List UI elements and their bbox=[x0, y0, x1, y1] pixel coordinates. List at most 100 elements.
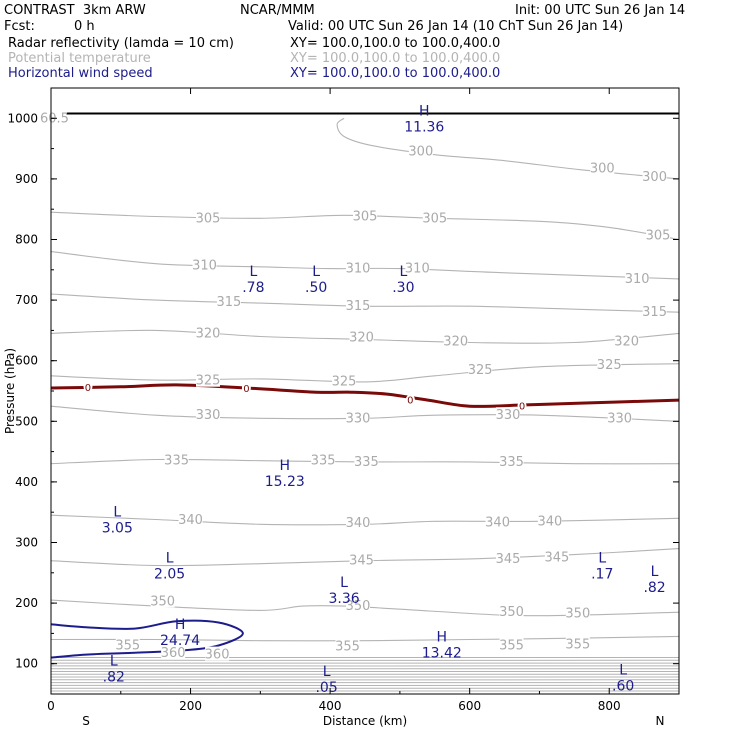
x-tick-label: 600 bbox=[458, 699, 481, 713]
theta-label-bg bbox=[196, 372, 220, 387]
theta-label-bg bbox=[625, 270, 650, 285]
theta-label: 345 bbox=[349, 554, 374, 569]
theta-label: 315 bbox=[217, 295, 242, 310]
theta-label-bg bbox=[346, 515, 371, 530]
extremum-type: L bbox=[399, 264, 407, 280]
theta-label-bg bbox=[353, 208, 377, 223]
y-axis-label: Pressure (hPa) bbox=[3, 348, 17, 434]
theta-label-bg bbox=[164, 452, 189, 467]
theta-labels: 360 360 355 355 355 355 350 350 350 350 345 345 345 3… bbox=[40, 110, 671, 663]
extremum-type: H bbox=[279, 458, 290, 474]
theta-label: 305 bbox=[196, 211, 221, 226]
extremum-type: L bbox=[619, 663, 627, 679]
theta-label: 340 bbox=[485, 516, 510, 531]
north-label: N bbox=[656, 714, 665, 728]
theta-label-bg bbox=[349, 329, 374, 344]
center-title: NCAR/MMM bbox=[240, 3, 315, 18]
zero-label-bg bbox=[241, 382, 251, 393]
theta-label-bg bbox=[597, 356, 622, 371]
x-tick-label: 400 bbox=[319, 699, 342, 713]
x-tick-label: 0 bbox=[47, 699, 55, 713]
theta-label: 340 bbox=[537, 514, 562, 529]
zero-label: 0 bbox=[407, 395, 413, 406]
theta-label-bg bbox=[614, 333, 639, 348]
extremum-value: 2.05 bbox=[154, 567, 185, 583]
theta-label: 355 bbox=[335, 640, 360, 655]
theta-label: 325 bbox=[196, 374, 221, 389]
x-tick-label: 800 bbox=[598, 699, 621, 713]
wind-speed-contour bbox=[51, 619, 244, 659]
extremum-type: L bbox=[340, 575, 348, 591]
theta-label: 355 bbox=[499, 639, 524, 654]
theta-label: 330 bbox=[346, 411, 371, 426]
field-name-wind: Horizontal wind speed bbox=[8, 66, 153, 81]
theta-label-bg bbox=[468, 361, 493, 376]
theta-label: 360 bbox=[205, 648, 230, 663]
extremum-value: 3.36 bbox=[328, 591, 359, 607]
theta-label-bg bbox=[485, 514, 510, 529]
extremum-value: 3.05 bbox=[102, 520, 133, 536]
extremum-type: L bbox=[166, 551, 174, 567]
theta-label: 305 bbox=[646, 228, 671, 243]
theta-label: 305 bbox=[353, 209, 378, 224]
theta-label-bg bbox=[499, 637, 524, 652]
theta-isoline bbox=[336, 117, 679, 180]
extremum-type: L bbox=[323, 664, 331, 680]
theta-label: 355 bbox=[115, 639, 140, 654]
theta-label: 360 bbox=[161, 646, 186, 661]
extremum-type: L bbox=[312, 264, 320, 280]
theta-label-bg bbox=[408, 143, 433, 158]
theta-label-bg bbox=[607, 410, 632, 425]
theta-label: 350 bbox=[499, 605, 524, 620]
theta-label: 300 bbox=[590, 162, 615, 177]
theta-label-bg bbox=[565, 605, 590, 620]
theta-label: 350 bbox=[346, 599, 371, 614]
extremum-value: 11.36 bbox=[404, 119, 444, 135]
theta-label: 315 bbox=[642, 305, 667, 320]
theta-label: 305 bbox=[422, 211, 447, 226]
extremum-value: .05 bbox=[315, 680, 337, 696]
theta-label-bg bbox=[422, 210, 447, 225]
theta-label: 335 bbox=[499, 455, 524, 470]
y-tick-label: 600 bbox=[15, 354, 38, 368]
theta-label: 345 bbox=[496, 552, 521, 567]
zero-label: 0 bbox=[85, 383, 91, 394]
theta-label: 340 bbox=[346, 516, 371, 531]
extremum-type: H bbox=[436, 629, 447, 645]
theta-label: 310 bbox=[625, 272, 650, 287]
y-tick-label: 900 bbox=[15, 172, 38, 186]
y-tick-label: 700 bbox=[15, 293, 38, 307]
theta-label-bg bbox=[346, 298, 371, 313]
extremum-type: L bbox=[651, 564, 659, 580]
theta-label: 315 bbox=[346, 299, 371, 314]
theta-label-bg bbox=[178, 512, 203, 527]
theta-label-bg bbox=[349, 552, 374, 567]
extremum-value: .17 bbox=[591, 567, 613, 583]
extremum-value: .82 bbox=[103, 670, 125, 686]
theta-label: 335 bbox=[311, 454, 336, 469]
wind-contours bbox=[51, 619, 244, 659]
extremum-type: L bbox=[110, 654, 118, 670]
theta-label-bg bbox=[590, 160, 615, 175]
zero-label-bg bbox=[405, 394, 415, 405]
theta-label-bg bbox=[346, 260, 371, 275]
theta-label: 310 bbox=[346, 262, 371, 277]
extremum-value: .50 bbox=[305, 280, 327, 296]
theta-label-bg bbox=[196, 325, 220, 340]
zero-line: 0 0 0 0 bbox=[51, 381, 679, 413]
field-xy-theta: XY= 100.0,100.0 to 100.0,400.0 bbox=[290, 51, 501, 66]
field-name-theta: Potential temperature bbox=[8, 51, 151, 66]
y-tick-label: 500 bbox=[15, 414, 38, 428]
theta-isoline bbox=[51, 251, 679, 280]
zero-contour bbox=[51, 383, 679, 408]
extremum-type: H bbox=[175, 617, 186, 633]
zero-label: 0 bbox=[519, 402, 525, 413]
theta-label: 320 bbox=[614, 334, 639, 349]
x-axis-label: Distance (km) bbox=[323, 714, 407, 728]
theta-label-bg bbox=[335, 638, 360, 653]
extremum-value: .60 bbox=[612, 679, 634, 695]
theta-label: 300 bbox=[408, 145, 433, 160]
extremum-type: L bbox=[249, 264, 257, 280]
model-title: CONTRAST 3km ARW bbox=[4, 3, 146, 18]
